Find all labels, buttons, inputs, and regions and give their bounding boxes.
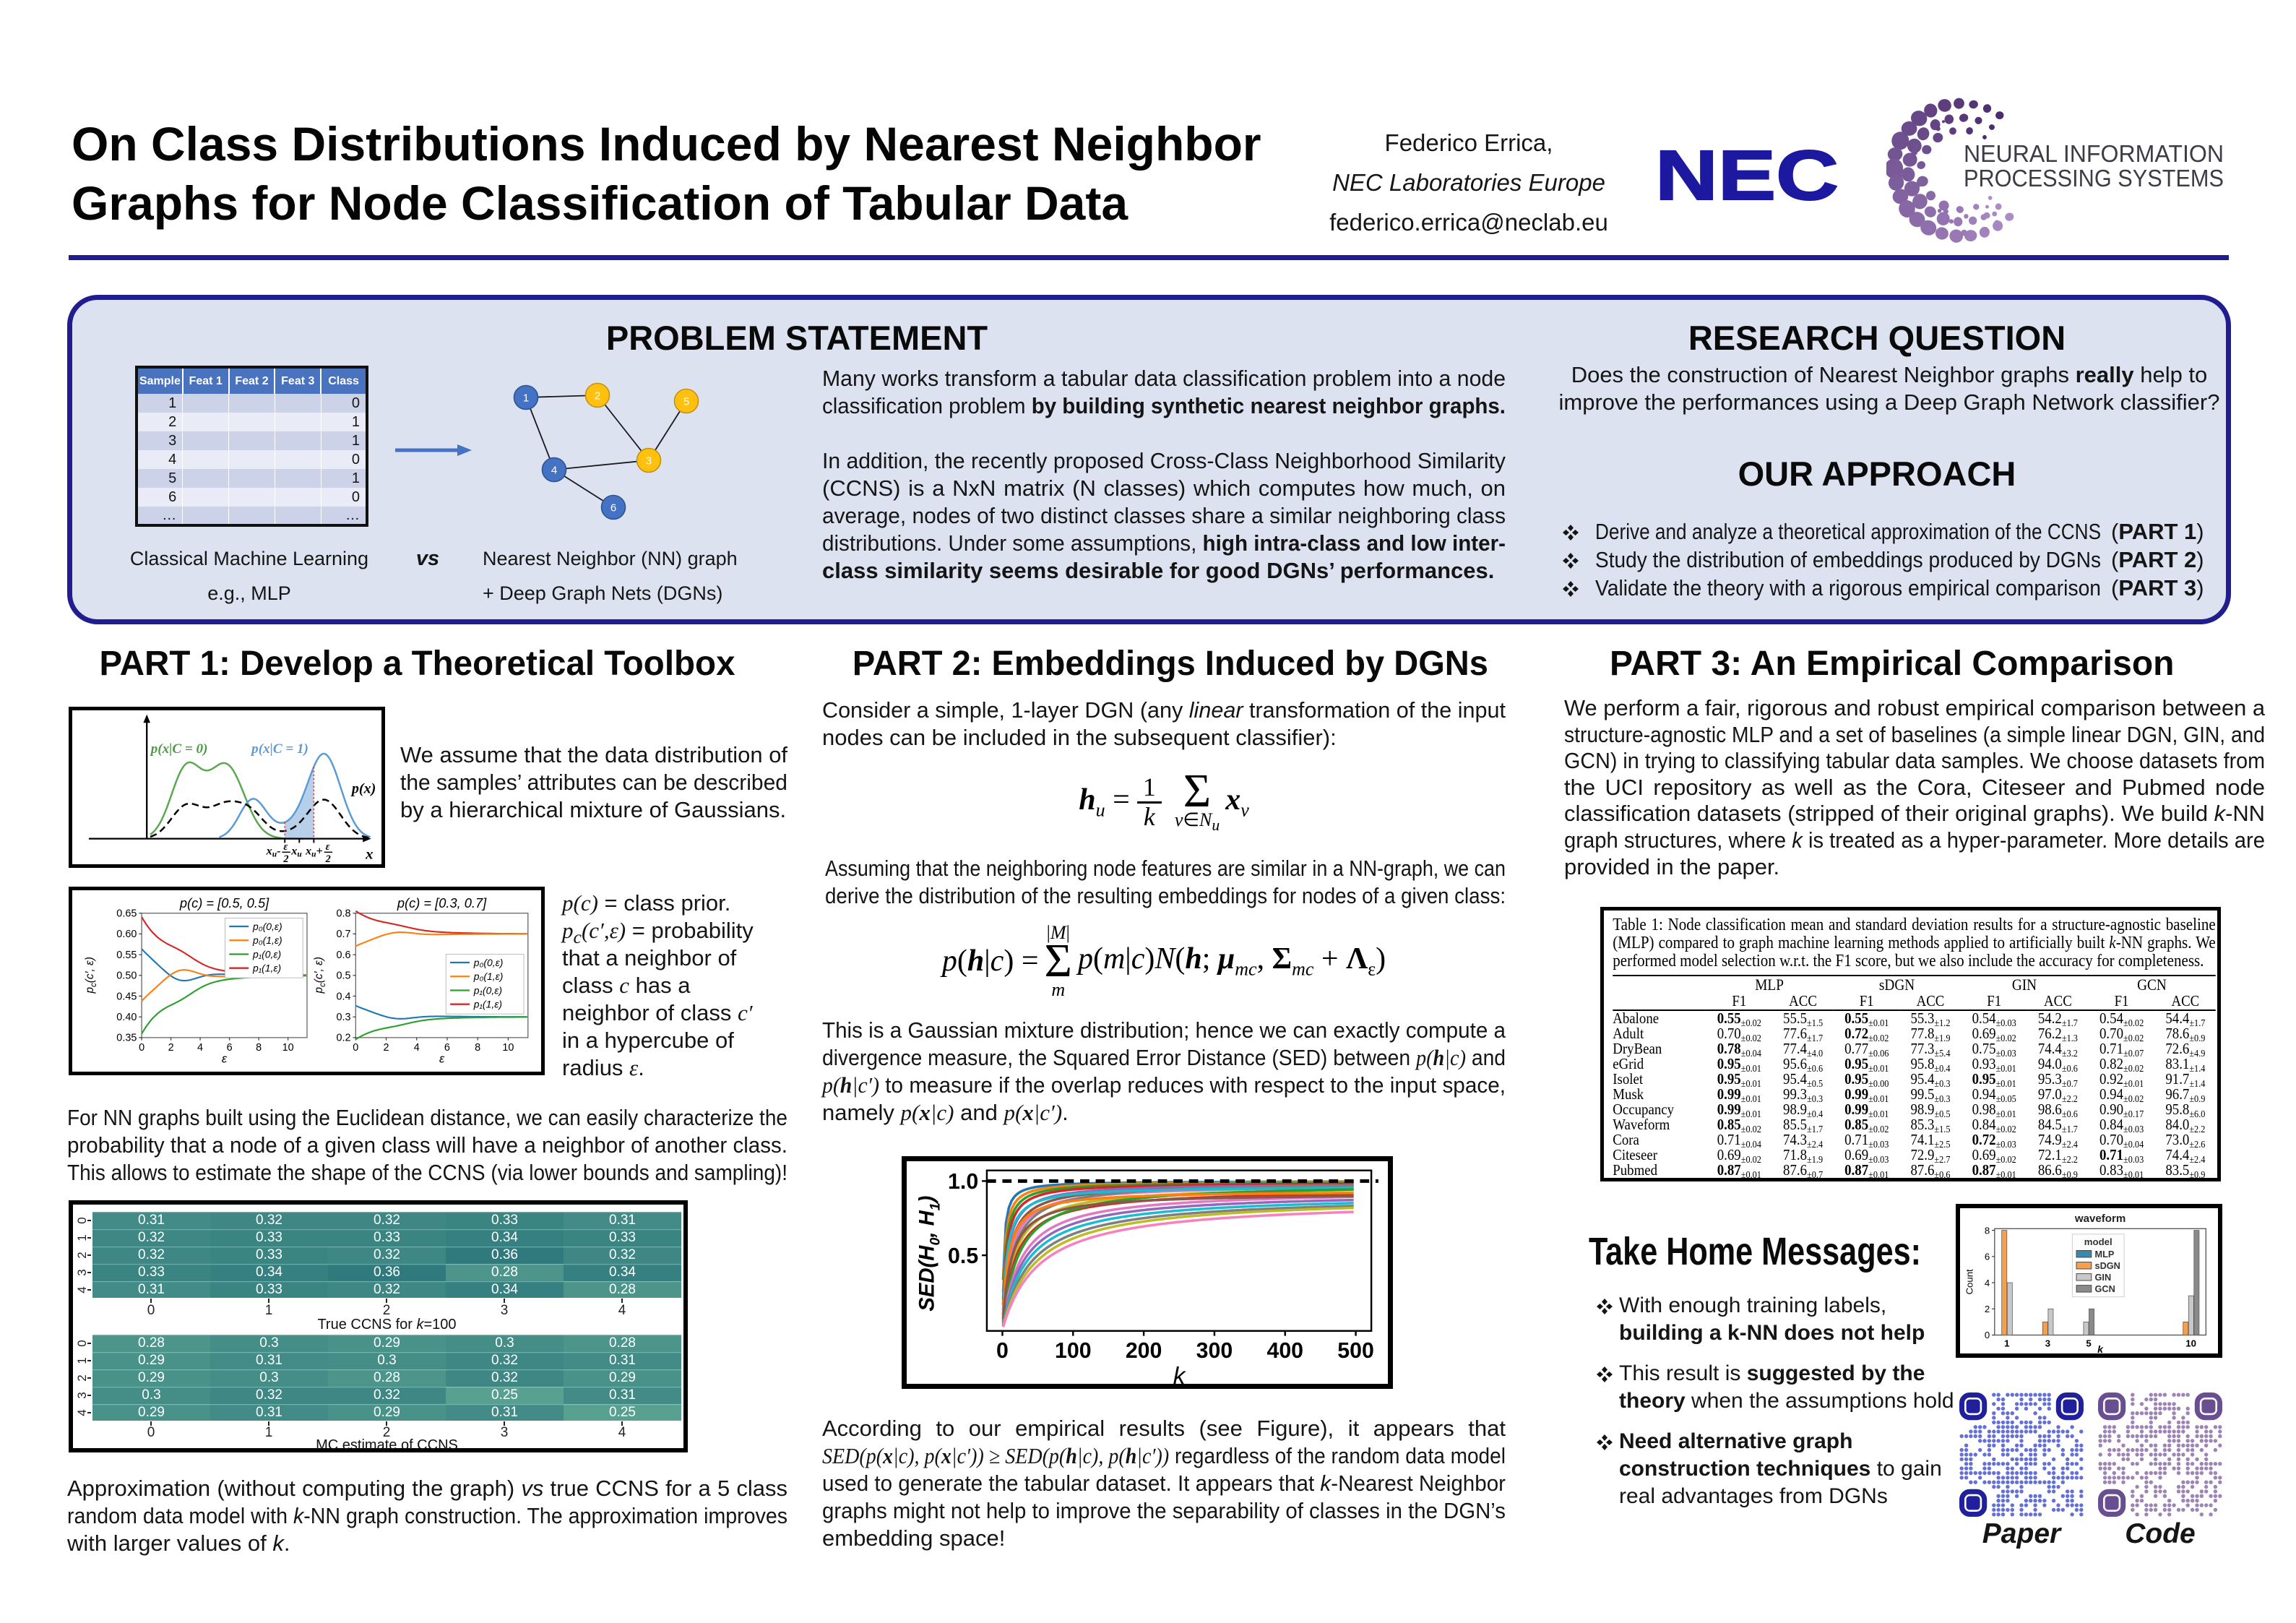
svg-text:model: model: [2084, 1236, 2112, 1247]
svg-text:0.50: 0.50: [116, 970, 137, 982]
svg-text:p₀(0,ε): p₀(0,ε): [252, 921, 282, 932]
svg-text:3: 3: [646, 455, 652, 468]
svg-text:2: 2: [325, 853, 331, 864]
svg-text:0: 0: [353, 1042, 358, 1054]
svg-text:0.4: 0.4: [337, 991, 351, 1002]
svg-text:6: 6: [1985, 1252, 1990, 1262]
svg-text:8: 8: [1985, 1225, 1990, 1236]
svg-text:ε: ε: [283, 841, 288, 853]
svg-text:100: 100: [1055, 1339, 1092, 1363]
svg-text:p₁(0,ε): p₁(0,ε): [473, 984, 502, 996]
svg-text:p₁(0,ε): p₁(0,ε): [252, 948, 281, 960]
svg-text:p(x|C = 0): p(x|C = 0): [150, 741, 208, 757]
svg-text:pc(c′, ε): pc(c′, ε): [313, 957, 327, 994]
svg-text:4: 4: [1985, 1278, 1990, 1288]
svg-text:2: 2: [282, 853, 288, 864]
svg-text:5: 5: [2086, 1338, 2091, 1349]
svg-text:0.7: 0.7: [337, 929, 351, 940]
svg-text:1.0: 1.0: [948, 1170, 978, 1194]
svg-text:Count: Count: [1964, 1269, 1975, 1295]
svg-text:waveform: waveform: [2074, 1213, 2125, 1225]
svg-text:0.8: 0.8: [337, 908, 351, 920]
svg-text:p(c) = [0.5, 0.5]: p(c) = [0.5, 0.5]: [179, 895, 269, 910]
svg-text:0.55: 0.55: [116, 950, 137, 961]
svg-text:1: 1: [523, 392, 529, 405]
svg-text:0: 0: [1985, 1330, 1990, 1340]
svg-text:MLP: MLP: [2095, 1249, 2115, 1260]
svg-text:0.2: 0.2: [337, 1033, 351, 1044]
svg-text:4: 4: [551, 465, 557, 477]
svg-text:8: 8: [256, 1042, 262, 1054]
svg-text:5: 5: [683, 396, 689, 408]
svg-text:0.65: 0.65: [116, 908, 137, 920]
svg-text:xu: xu: [290, 845, 301, 859]
svg-text:0: 0: [139, 1042, 144, 1054]
svg-text:0.45: 0.45: [116, 991, 137, 1002]
svg-text:xu-: xu-: [266, 845, 281, 859]
svg-text:GCN: GCN: [2095, 1283, 2115, 1294]
svg-text:400: 400: [1266, 1339, 1303, 1363]
svg-text:x: x: [365, 845, 374, 862]
svg-text:2: 2: [168, 1042, 174, 1054]
svg-text:500: 500: [1337, 1339, 1374, 1363]
svg-text:ε: ε: [222, 1052, 228, 1065]
svg-text:0.6: 0.6: [337, 950, 351, 961]
svg-text:p₀(1,ε): p₀(1,ε): [473, 970, 504, 982]
svg-text:pc(c′, ε): pc(c′, ε): [84, 957, 98, 994]
svg-text:p₁(1,ε): p₁(1,ε): [473, 999, 502, 1010]
svg-text:6: 6: [227, 1042, 233, 1054]
svg-text:0.35: 0.35: [116, 1033, 137, 1044]
svg-text:2: 2: [595, 390, 600, 402]
svg-text:10: 10: [282, 1042, 294, 1054]
svg-text:sDGN: sDGN: [2095, 1260, 2120, 1271]
svg-text:xu+: xu+: [305, 845, 323, 859]
svg-text:200: 200: [1126, 1339, 1162, 1363]
svg-text:2: 2: [1985, 1304, 1990, 1314]
svg-text:k: k: [2097, 1343, 2104, 1353]
svg-text:p(c) = [0.3, 0.7]: p(c) = [0.3, 0.7]: [397, 895, 487, 910]
svg-text:p₀(1,ε): p₀(1,ε): [252, 934, 282, 946]
svg-text:k: k: [1173, 1363, 1187, 1389]
svg-text:0.3: 0.3: [337, 1012, 351, 1023]
svg-text:ε: ε: [326, 841, 330, 853]
svg-text:6: 6: [444, 1042, 450, 1054]
svg-text:4: 4: [197, 1042, 203, 1054]
svg-text:10: 10: [502, 1042, 514, 1054]
svg-text:3: 3: [2045, 1338, 2050, 1349]
svg-text:p(x|C = 1): p(x|C = 1): [250, 741, 308, 757]
svg-text:0.5: 0.5: [948, 1244, 978, 1268]
svg-text:SED(H0, H1): SED(H0, H1): [915, 1196, 944, 1312]
svg-text:0.40: 0.40: [116, 1012, 137, 1023]
svg-text:300: 300: [1196, 1339, 1233, 1363]
svg-text:2: 2: [384, 1042, 389, 1054]
svg-text:0: 0: [996, 1339, 1009, 1363]
svg-text:ε: ε: [439, 1052, 445, 1065]
svg-text:6: 6: [610, 502, 616, 515]
svg-text:10: 10: [2185, 1338, 2196, 1349]
svg-text:GIN: GIN: [2095, 1272, 2112, 1283]
svg-text:NEC: NEC: [1655, 147, 1839, 202]
svg-text:1: 1: [2004, 1338, 2009, 1349]
svg-text:p₁(1,ε): p₁(1,ε): [252, 963, 281, 974]
svg-text:p₀(0,ε): p₀(0,ε): [473, 957, 504, 968]
svg-text:4: 4: [414, 1042, 420, 1054]
svg-text:0.60: 0.60: [116, 929, 137, 940]
svg-text:0.5: 0.5: [337, 970, 351, 982]
svg-text:8: 8: [475, 1042, 480, 1054]
svg-text:p(x): p(x): [350, 781, 376, 797]
